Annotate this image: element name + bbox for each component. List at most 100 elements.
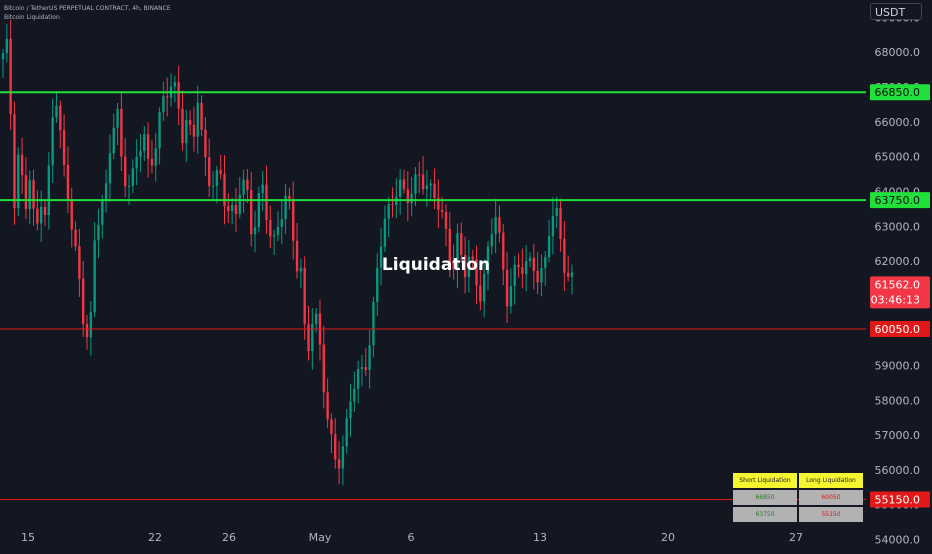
candle-body [311,324,314,352]
candle-body [460,233,463,255]
candle-body [437,198,440,210]
candle-body [284,195,287,220]
candle-body [288,195,291,200]
candle-body [536,270,539,283]
candle-body [74,229,77,247]
y-tick-label: 54000.0 [875,534,921,547]
countdown-label: 03:46:13 [871,293,920,306]
candle-body [97,224,100,241]
candle-body [276,227,280,235]
candle-body [524,261,528,274]
candle-body [444,211,448,229]
candle-body [425,185,429,190]
candle-body [456,233,459,270]
candle-body [13,114,16,209]
candle-body [292,199,295,241]
price-line-label: 63750.0 [875,194,921,207]
x-tick-label: 22 [148,531,162,544]
candle-body [173,82,177,87]
candle-body [265,184,268,221]
currency-button[interactable]: USDT [870,3,922,20]
candle-body [219,170,222,174]
candle-body [227,206,230,211]
candle-body [246,179,249,190]
short-liquidation-value: 63750 [733,507,797,522]
x-tick-label: 13 [533,531,547,544]
candle-body [20,154,24,176]
candle-body [299,267,303,272]
candle-body [143,134,146,152]
candle-body [158,112,161,149]
candle-body [93,240,96,313]
candle-body [307,324,310,352]
candle-body [418,174,421,176]
candle-body [66,164,70,200]
price-line-label: 66850.0 [875,86,921,99]
candle-body [280,219,283,228]
short-liquidation-value: 66850 [733,490,797,505]
candle-body [146,134,150,159]
x-tick-label: 6 [408,531,415,544]
y-tick-label: 62000.0 [875,255,921,268]
candle-body [532,257,535,271]
candle-body [28,180,31,210]
candle-body [181,108,184,144]
candle-body [482,273,486,302]
candle-body [433,183,436,199]
candle-body [360,367,364,370]
candle-body [452,262,455,270]
x-tick-label: May [309,531,332,544]
candle-body [410,193,413,204]
candle-body [322,344,325,393]
price-line-label: 60050.0 [875,323,921,336]
candle-body [5,38,9,54]
price-line-label: 55150.0 [875,494,921,507]
candle-body [555,207,558,216]
candle-body [540,268,543,283]
candle-body [502,232,505,270]
candle-body [131,168,135,187]
candle-body [47,165,51,216]
candle-body [108,153,112,184]
candle-body [414,174,417,194]
candle-body [242,179,245,195]
candle-body [368,345,371,371]
candle-body [43,207,47,216]
candle-body [112,127,115,154]
price-line-label-bg [870,84,930,101]
long-liquidation-value: 60050 [799,490,863,505]
candle-body [104,183,108,201]
candle-body [250,189,253,235]
candle-body [353,388,356,402]
candle-body [204,129,207,158]
y-tick-label: 66000.0 [875,116,921,129]
candle-body [509,286,513,307]
candle-body [398,179,402,197]
candle-body [334,434,337,460]
candle-body [9,38,12,115]
candle-body [341,446,345,469]
candle-body [387,203,390,219]
candle-body [272,234,276,237]
candle-body [494,217,497,235]
x-tick-label: 20 [661,531,675,544]
candle-body [230,205,234,211]
candle-body [116,108,119,128]
candle-body [513,264,516,287]
candle-body [62,130,66,165]
candle-body [135,156,138,169]
candle-body [566,272,570,277]
candle-body [391,203,394,206]
candle-body [295,240,299,272]
candle-body [544,257,547,269]
current-price-label: 61562.0 [875,278,921,291]
candle-body [124,156,127,187]
y-tick-label: 59000.0 [875,360,921,373]
candle-body [429,183,432,186]
y-tick-label: 57000.0 [875,429,921,442]
long-liquidation-header: Long Liquidation [799,473,863,488]
candle-body [223,173,226,207]
candle-body [479,285,482,302]
